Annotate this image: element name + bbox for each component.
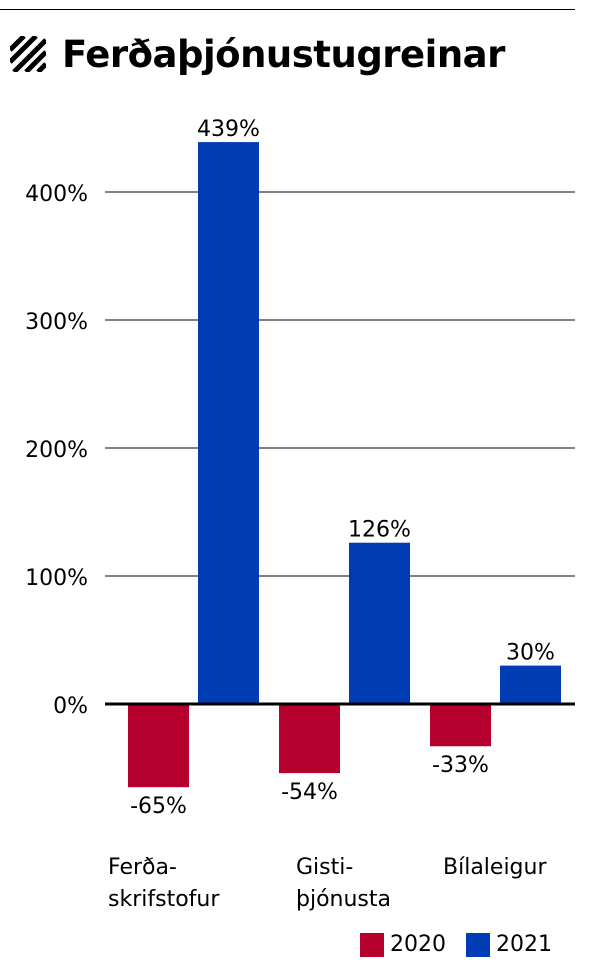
data-label: -54% [281,780,338,805]
bar-2021-0 [198,142,259,704]
category-label-line: Bílaleigur [443,855,547,880]
y-tick-label: 300% [25,310,88,335]
hatch-icon [10,36,46,72]
legend-item-2020: 2020 [360,932,446,957]
y-tick-label: 200% [25,438,88,463]
bar-2021-1 [349,542,410,704]
category-label-line: Ferða- [108,855,177,880]
data-label: -33% [432,753,489,778]
category-label: Ferða-skrifstofur [108,852,219,916]
data-label: -65% [130,794,187,819]
legend-swatch [466,932,490,957]
legend-label: 2021 [496,932,552,957]
data-label: 30% [506,641,555,666]
chart-title: Ferðaþjónustugreinar [62,32,505,76]
bar-2021-2 [500,665,561,704]
legend: 2020 2021 [360,932,572,957]
category-label-line: skrifstofur [108,887,220,912]
y-tick-label: 100% [25,566,88,591]
bar-2020-2 [430,704,491,747]
category-label-line: þjónusta [296,887,391,912]
legend-label: 2020 [390,932,446,957]
top-rule [0,9,575,10]
data-label: 126% [348,518,411,543]
y-tick-label: 0% [53,694,88,719]
data-label: 439% [197,117,260,142]
legend-item-2021: 2021 [466,932,552,957]
bar-2020-0 [128,704,189,788]
chart-header: Ferðaþjónustugreinar [10,26,505,82]
category-label: Bílaleigur [443,852,547,884]
category-label-line: Gisti- [296,855,354,880]
bar-2020-1 [279,704,340,774]
category-label: Gisti-þjónusta [296,852,391,916]
y-tick-label: 400% [25,182,88,207]
legend-swatch [360,932,384,957]
